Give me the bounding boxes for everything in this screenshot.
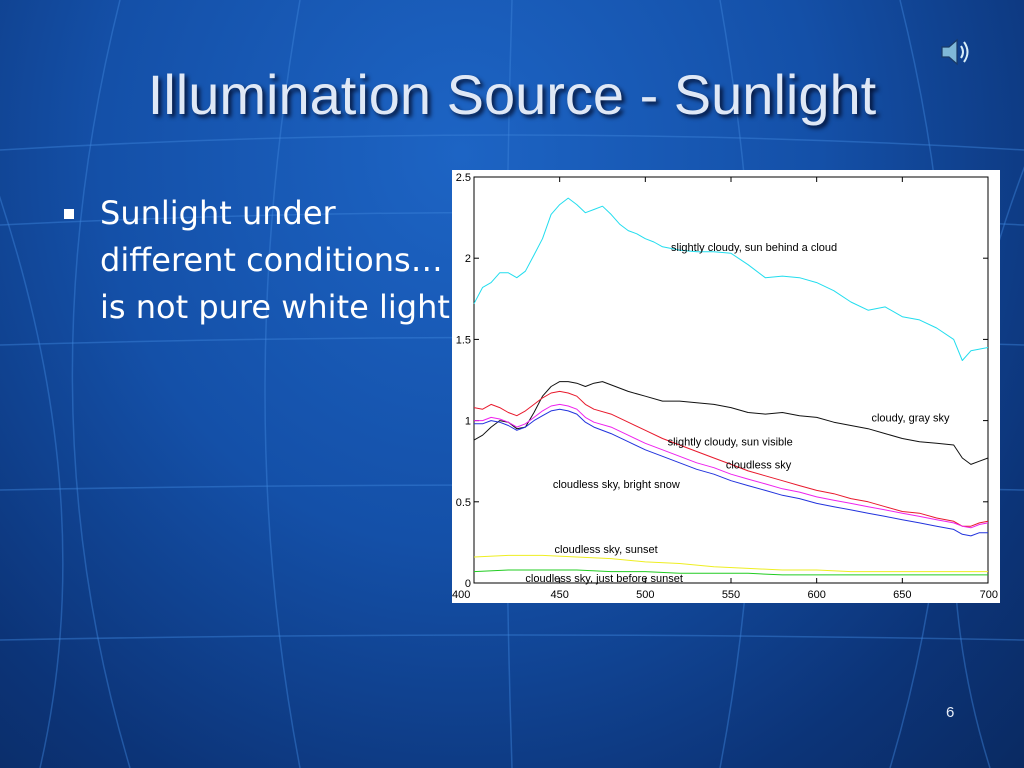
plot-frame bbox=[473, 176, 989, 584]
y-tick-label: 0.5 bbox=[456, 497, 471, 509]
series-line bbox=[473, 390, 989, 527]
y-tick-label: 1.5 bbox=[456, 334, 471, 346]
series-line bbox=[474, 408, 988, 537]
speaker-icon[interactable] bbox=[938, 36, 974, 68]
y-tick-label: 2.5 bbox=[456, 172, 471, 184]
series-line bbox=[473, 197, 989, 361]
y-tick-label: 1 bbox=[465, 416, 471, 428]
x-tick-label: 500 bbox=[636, 589, 654, 601]
x-tick-label: 450 bbox=[550, 589, 568, 601]
x-tick-label: 650 bbox=[893, 589, 911, 601]
y-tick-label: 2 bbox=[465, 253, 471, 265]
slide-title: Illumination Source - Sunlight bbox=[147, 63, 877, 126]
series-label: cloudless sky, just before sunset bbox=[525, 573, 683, 585]
series-line bbox=[473, 381, 989, 465]
x-tick-label: 400 bbox=[452, 589, 470, 601]
series-line bbox=[473, 569, 988, 576]
series-label: slightly cloudy, sun behind a cloud bbox=[671, 242, 837, 254]
series-label: slightly cloudy, sun visible bbox=[668, 437, 793, 449]
chart-canvas: 400 450 500 550 600 650 700 0 0.5 1 1.5 2 2.5 slightl… bbox=[452, 172, 998, 601]
bullet-text: Sunlight under different conditions…is n… bbox=[100, 194, 450, 326]
x-tick-label: 700 bbox=[980, 589, 998, 601]
bullet-marker bbox=[64, 209, 74, 219]
series-label: cloudless sky, bright snow bbox=[553, 479, 680, 491]
series-label: cloudless sky bbox=[726, 459, 792, 471]
spectrum-chart: 400 450 500 550 600 650 700 0 0.5 1 1.5 2 2.5 slightl… bbox=[452, 170, 1000, 603]
series-line bbox=[474, 403, 989, 529]
series-label: cloudy, gray sky bbox=[871, 412, 950, 424]
series-line bbox=[473, 554, 988, 573]
y-tick-label: 0 bbox=[465, 578, 471, 590]
series-label: cloudless sky, sunset bbox=[555, 544, 658, 556]
slide-number: 6 bbox=[946, 704, 955, 721]
x-tick-label: 600 bbox=[807, 589, 825, 601]
x-tick-label: 550 bbox=[722, 589, 740, 601]
